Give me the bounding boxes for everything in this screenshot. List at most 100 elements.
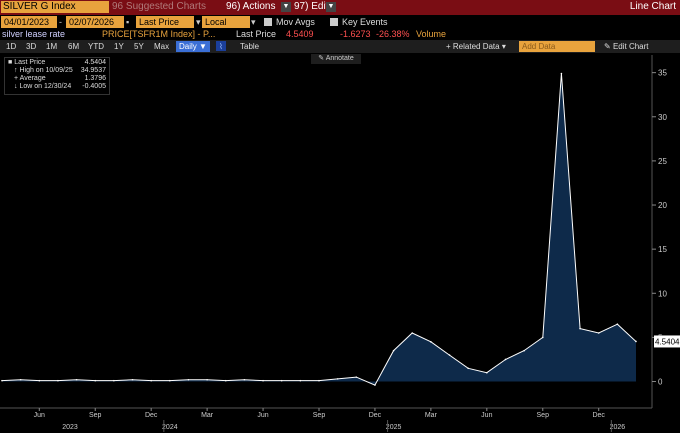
period-1d[interactable]: 1D: [6, 42, 17, 51]
y-tick-label: 20: [658, 201, 667, 210]
volume-label[interactable]: Volume: [416, 29, 447, 39]
edit-chart-button[interactable]: ✎ Edit Chart: [604, 42, 649, 51]
legend-last-label: ■ Last Price: [8, 59, 46, 66]
ticker-input[interactable]: SILVER G Index: [1, 1, 109, 13]
legend-high-label: ↑ High on 10/09/25: [14, 67, 73, 74]
data-point: [57, 379, 59, 382]
chart-legend: ■ Last Price 4.5404 ↑ High on 10/09/25 3…: [4, 57, 110, 95]
data-point: [94, 379, 97, 382]
last-price-tag: 4.5404: [655, 337, 680, 346]
start-date-field[interactable]: 04/01/2023: [1, 16, 57, 28]
series-field: Last Price: [236, 29, 277, 39]
date-separator: -: [59, 17, 62, 27]
data-point: [579, 327, 581, 330]
edit-chart-label: Edit Chart: [612, 42, 649, 51]
series-area-fill: [2, 73, 636, 386]
related-data-label: Related Data: [452, 42, 500, 51]
period-1y[interactable]: 1Y: [114, 42, 124, 51]
top-toolbar: SILVER G Index 96 Suggested Charts 96) A…: [0, 0, 680, 15]
data-point: [374, 384, 376, 386]
period-max[interactable]: Max: [154, 42, 170, 51]
calendar-icon[interactable]: ▪: [126, 17, 130, 27]
data-point: [355, 376, 358, 378]
legend-last-value: 4.5404: [84, 59, 106, 66]
data-point: [411, 332, 414, 334]
frequency-label: Daily: [179, 42, 197, 51]
price-dropdown-icon[interactable]: ▾: [196, 17, 201, 27]
legend-high-value: 34.9537: [80, 67, 106, 74]
x-tick-label: Sep: [89, 412, 102, 419]
data-point: [1, 379, 3, 382]
data-point: [38, 379, 41, 382]
legend-avg-value: 1.3796: [84, 75, 106, 82]
annotate-label: Annotate: [325, 55, 354, 62]
x-tick-label: Sep: [313, 412, 326, 419]
data-point: [169, 379, 171, 382]
currency-dropdown-icon[interactable]: ▾: [251, 17, 256, 27]
x-year-label: 2026: [610, 424, 626, 431]
y-tick-label: 15: [658, 245, 667, 254]
series-bar: silver lease rate PRICE[TSFR1M Index] - …: [0, 29, 680, 40]
series-formula[interactable]: PRICE[TSFR1M Index] - P...: [102, 29, 216, 39]
legend-low-value: -0.4005: [82, 83, 106, 90]
data-point: [224, 379, 227, 382]
data-point: [616, 323, 619, 325]
data-point: [336, 378, 339, 380]
x-tick-label: Jun: [481, 412, 492, 419]
data-point: [560, 72, 563, 75]
edit-dropdown-icon[interactable]: ▼: [326, 2, 336, 12]
y-tick-label: 10: [658, 289, 667, 298]
x-year-label: 2025: [386, 424, 402, 431]
data-point: [206, 378, 208, 381]
edit-menu[interactable]: 97) Edit: [294, 1, 329, 12]
x-tick-label: Dec: [369, 412, 382, 419]
x-tick-label: Jun: [34, 412, 45, 419]
data-point: [467, 367, 469, 370]
data-point: [486, 371, 488, 374]
x-tick-label: Jun: [257, 412, 268, 419]
mov-avgs-label: Mov Avgs: [276, 17, 315, 27]
period-6m[interactable]: 6M: [68, 42, 80, 51]
period-3d[interactable]: 3D: [26, 42, 37, 51]
data-point: [597, 332, 600, 334]
data-point: [392, 349, 395, 352]
parameters-bar: 04/01/2023 - 02/07/2026 ▪ Last Price ▾ L…: [0, 15, 680, 39]
x-tick-label: Sep: [537, 412, 550, 419]
window-title: Line Chart: [629, 1, 676, 12]
data-point: [243, 378, 246, 381]
data-point: [635, 340, 637, 343]
series-pct: -26.38%: [376, 29, 410, 39]
y-tick-label: 35: [658, 69, 667, 78]
y-tick-label: 30: [658, 113, 667, 122]
x-tick-label: Dec: [145, 412, 158, 419]
frequency-select[interactable]: Daily ▼: [176, 41, 210, 52]
actions-menu[interactable]: 96) Actions: [226, 1, 276, 12]
suggested-charts-button[interactable]: 96 Suggested Charts: [112, 1, 206, 12]
legend-avg-label: + Average: [14, 75, 46, 82]
mov-avgs-checkbox[interactable]: [264, 18, 272, 26]
data-point: [113, 379, 115, 382]
x-tick-label: Mar: [201, 412, 214, 419]
period-ytd[interactable]: YTD: [88, 42, 104, 51]
period-1m[interactable]: 1M: [46, 42, 58, 51]
x-tick-label: Mar: [425, 412, 438, 419]
data-point: [19, 378, 22, 381]
actions-dropdown-icon[interactable]: ▼: [281, 2, 291, 12]
end-date-field[interactable]: 02/07/2026: [66, 16, 124, 28]
related-data-button[interactable]: + Related Data ▾: [446, 42, 506, 51]
annotate-button[interactable]: ✎ Annotate: [311, 54, 361, 64]
table-button[interactable]: Table: [240, 42, 260, 51]
period-5y[interactable]: 5Y: [134, 42, 144, 51]
series-change: -1.6273: [340, 29, 371, 39]
add-data-input[interactable]: Add Data: [519, 41, 595, 52]
x-year-label: 2023: [62, 424, 78, 431]
legend-low-label: ↓ Low on 12/30/24: [14, 83, 72, 90]
price-field-select[interactable]: Last Price: [136, 16, 194, 28]
x-year-label: 2024: [162, 424, 178, 431]
key-events-label: Key Events: [342, 17, 388, 27]
data-point: [318, 379, 320, 382]
series-name[interactable]: silver lease rate: [2, 29, 66, 39]
key-events-checkbox[interactable]: [330, 18, 338, 26]
line-chart-icon[interactable]: ⌇: [216, 41, 226, 51]
